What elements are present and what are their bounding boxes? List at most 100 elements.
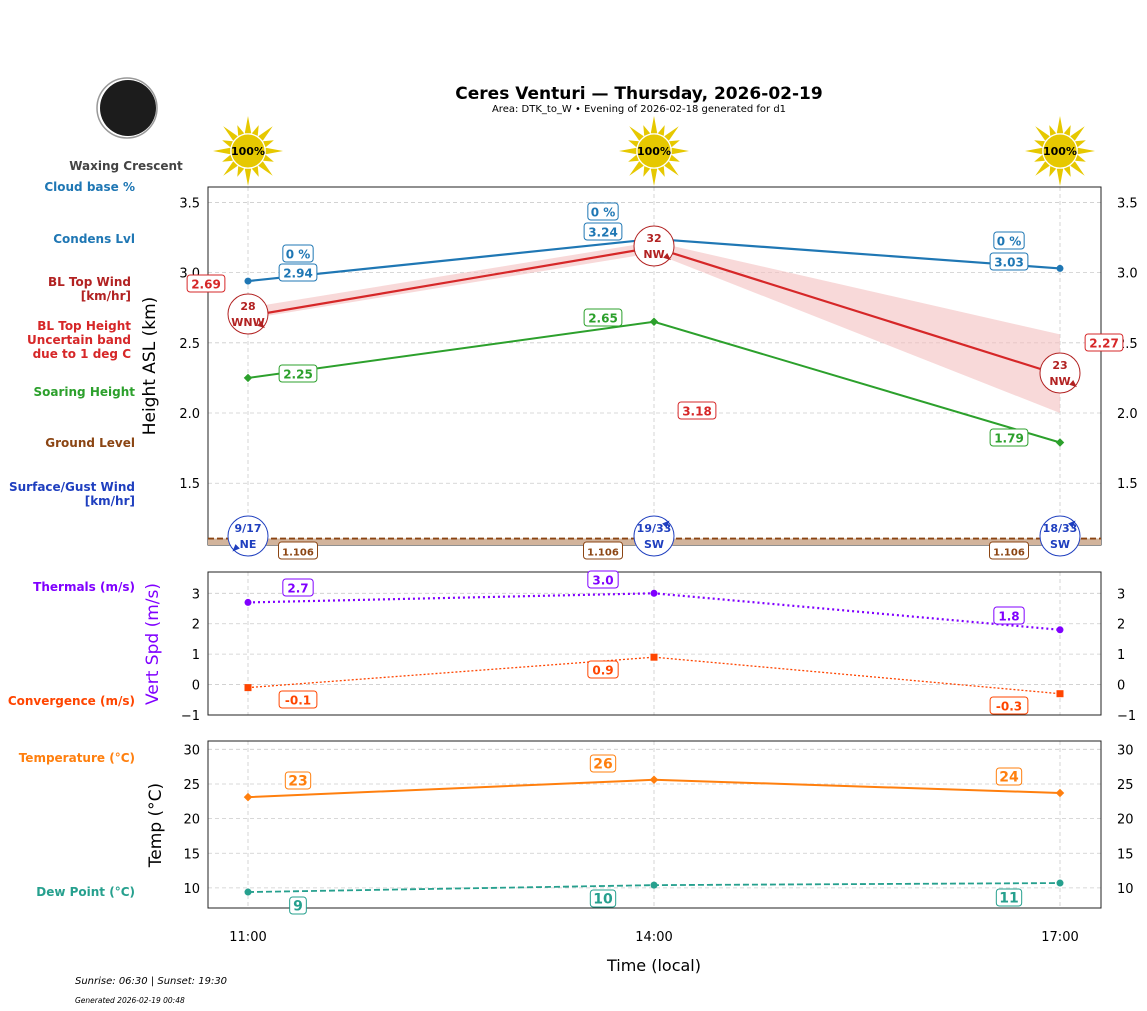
bl-wind-barb [1039,352,1081,394]
sun-ray [1075,154,1086,162]
sun-ray [263,140,274,148]
dew-point-point [650,881,658,889]
legend-surface-wind: [km/hr] [85,494,135,508]
sun-ray [222,154,233,162]
temperature-label: 26 [593,757,612,773]
thermals-label: 1.8 [998,610,1019,624]
surface-wind-barb [227,515,269,557]
temperature-label: 24 [999,770,1019,786]
ground-level-label-box [989,541,1029,560]
sun-ray [1034,140,1045,148]
soaring-height-label: 2.25 [283,368,313,382]
y-tick-label-left: 2.0 [179,407,200,422]
soaring-height-point [243,373,253,383]
sun-ray [629,161,644,176]
y-tick-label-left: 1.5 [179,477,200,492]
temperature-label-box [995,767,1023,786]
sun-ray [244,168,252,186]
cloud-base-pct-label-box [587,202,619,221]
soaring-height-label-box [583,308,623,327]
bl-wind-barb-direction: WNW [231,316,264,329]
sun-ray [237,125,245,136]
bl-top-label: 2.27 [1089,337,1119,351]
bl-wind-barb-speed: 23 [1052,359,1067,372]
thermals-point [244,598,252,606]
dew-point-label-box [289,896,307,915]
cloud-base-pct-label-box [993,231,1025,250]
soaring-height-label-box [278,364,318,383]
x-tick-label: 11:00 [229,930,266,945]
legend-bl-top: Uncertain band [27,333,131,347]
sun-ray [1063,166,1071,177]
bl-wind-barb-arrow-icon [663,253,671,261]
sun-percent: 100% [1043,145,1077,158]
bl-wind-barb [633,225,675,267]
ground-level-label-box [583,541,623,560]
surface-wind-barb-direction: NE [240,538,257,551]
sun-ray [1056,168,1064,186]
legend-series: Thermals (m/s) [33,580,135,594]
surface-wind-barb [633,515,675,557]
sun-ray [628,140,639,148]
y-axis-label-vert-speed: Vert Spd (m/s) [143,583,163,705]
y-tick-label-right: 2.0 [1117,407,1138,422]
chart-subtitle: Area: DTK_to_W • Evening of 2026-02-18 g… [492,104,786,115]
y-tick-label-left: 20 [183,813,200,828]
sun-disc [636,133,672,169]
convergence-line [247,656,1061,695]
ground-level-label: 1.106 [993,548,1025,559]
y-axis-label-height: Height ASL (km) [140,297,160,436]
y-tick-label-left: 0 [192,679,200,694]
dew-point-label: 10 [593,892,613,908]
bl-wind-barb-direction: NW [1049,375,1070,388]
surface-wind-barb-arrow-icon [1068,520,1076,528]
convergence-point [244,684,252,692]
y-tick-label-left: 2 [192,618,200,633]
condens-level-label: 3.24 [588,226,618,240]
sun-ray [251,166,259,177]
sun-percent: 100% [637,145,671,158]
convergence-label-box [587,660,619,679]
legend-series: Dew Point (°C) [36,885,135,899]
y-tick-label-left: 2.5 [179,337,200,352]
bl-wind-barb-speed: 28 [240,300,255,313]
y-tick-label-right: 2 [1117,618,1125,633]
legend-condens: Condens Lvl [53,232,135,246]
cloud-base-pct-label: 0 % [997,235,1022,249]
sun-ray [222,140,233,148]
temperature-label: 23 [288,774,307,790]
sun-ray [1025,147,1043,155]
plot-frame [207,571,1102,716]
convergence-point [650,653,658,661]
legend-bl-wind: [km/hr] [81,289,131,303]
x-tick-label: 17:00 [1041,930,1078,945]
sun-ray [1049,125,1057,136]
convergence-label: -0.3 [996,700,1022,714]
y-tick-label-left: −1 [181,709,200,724]
thermals-point [1056,626,1064,634]
y-tick-label-right: 3 [1117,587,1125,602]
convergence-label-box [989,696,1029,715]
bl-top-label-box [677,401,717,420]
condens-level-label-box [278,263,318,282]
bl-top-uncertainty-band [248,241,1060,414]
chart-title: Ceres Venturi — Thursday, 2026-02-19 [455,84,822,104]
bl-wind-barb-direction: NW [643,248,664,261]
sun-ray [265,147,283,155]
y-tick-label-right: −1 [1117,709,1136,724]
y-tick-label-left: 1 [192,648,200,663]
condens-level-label: 2.94 [283,267,313,281]
sun-ray [650,168,658,186]
sun-ray [1077,147,1095,155]
sun-disc [230,133,266,169]
sun-ray [671,147,689,155]
condens-level-point [244,277,252,285]
y-tick-label-left: 10 [183,882,200,897]
sun-ray [237,166,245,177]
cloud-base-pct-label-box [282,244,314,263]
convergence-label: 0.9 [592,664,613,678]
sun-ray [669,154,680,162]
surface-wind-barb-speed: 9/17 [235,522,262,535]
soaring-height-label-box [989,428,1029,447]
sun-ray [664,126,679,141]
